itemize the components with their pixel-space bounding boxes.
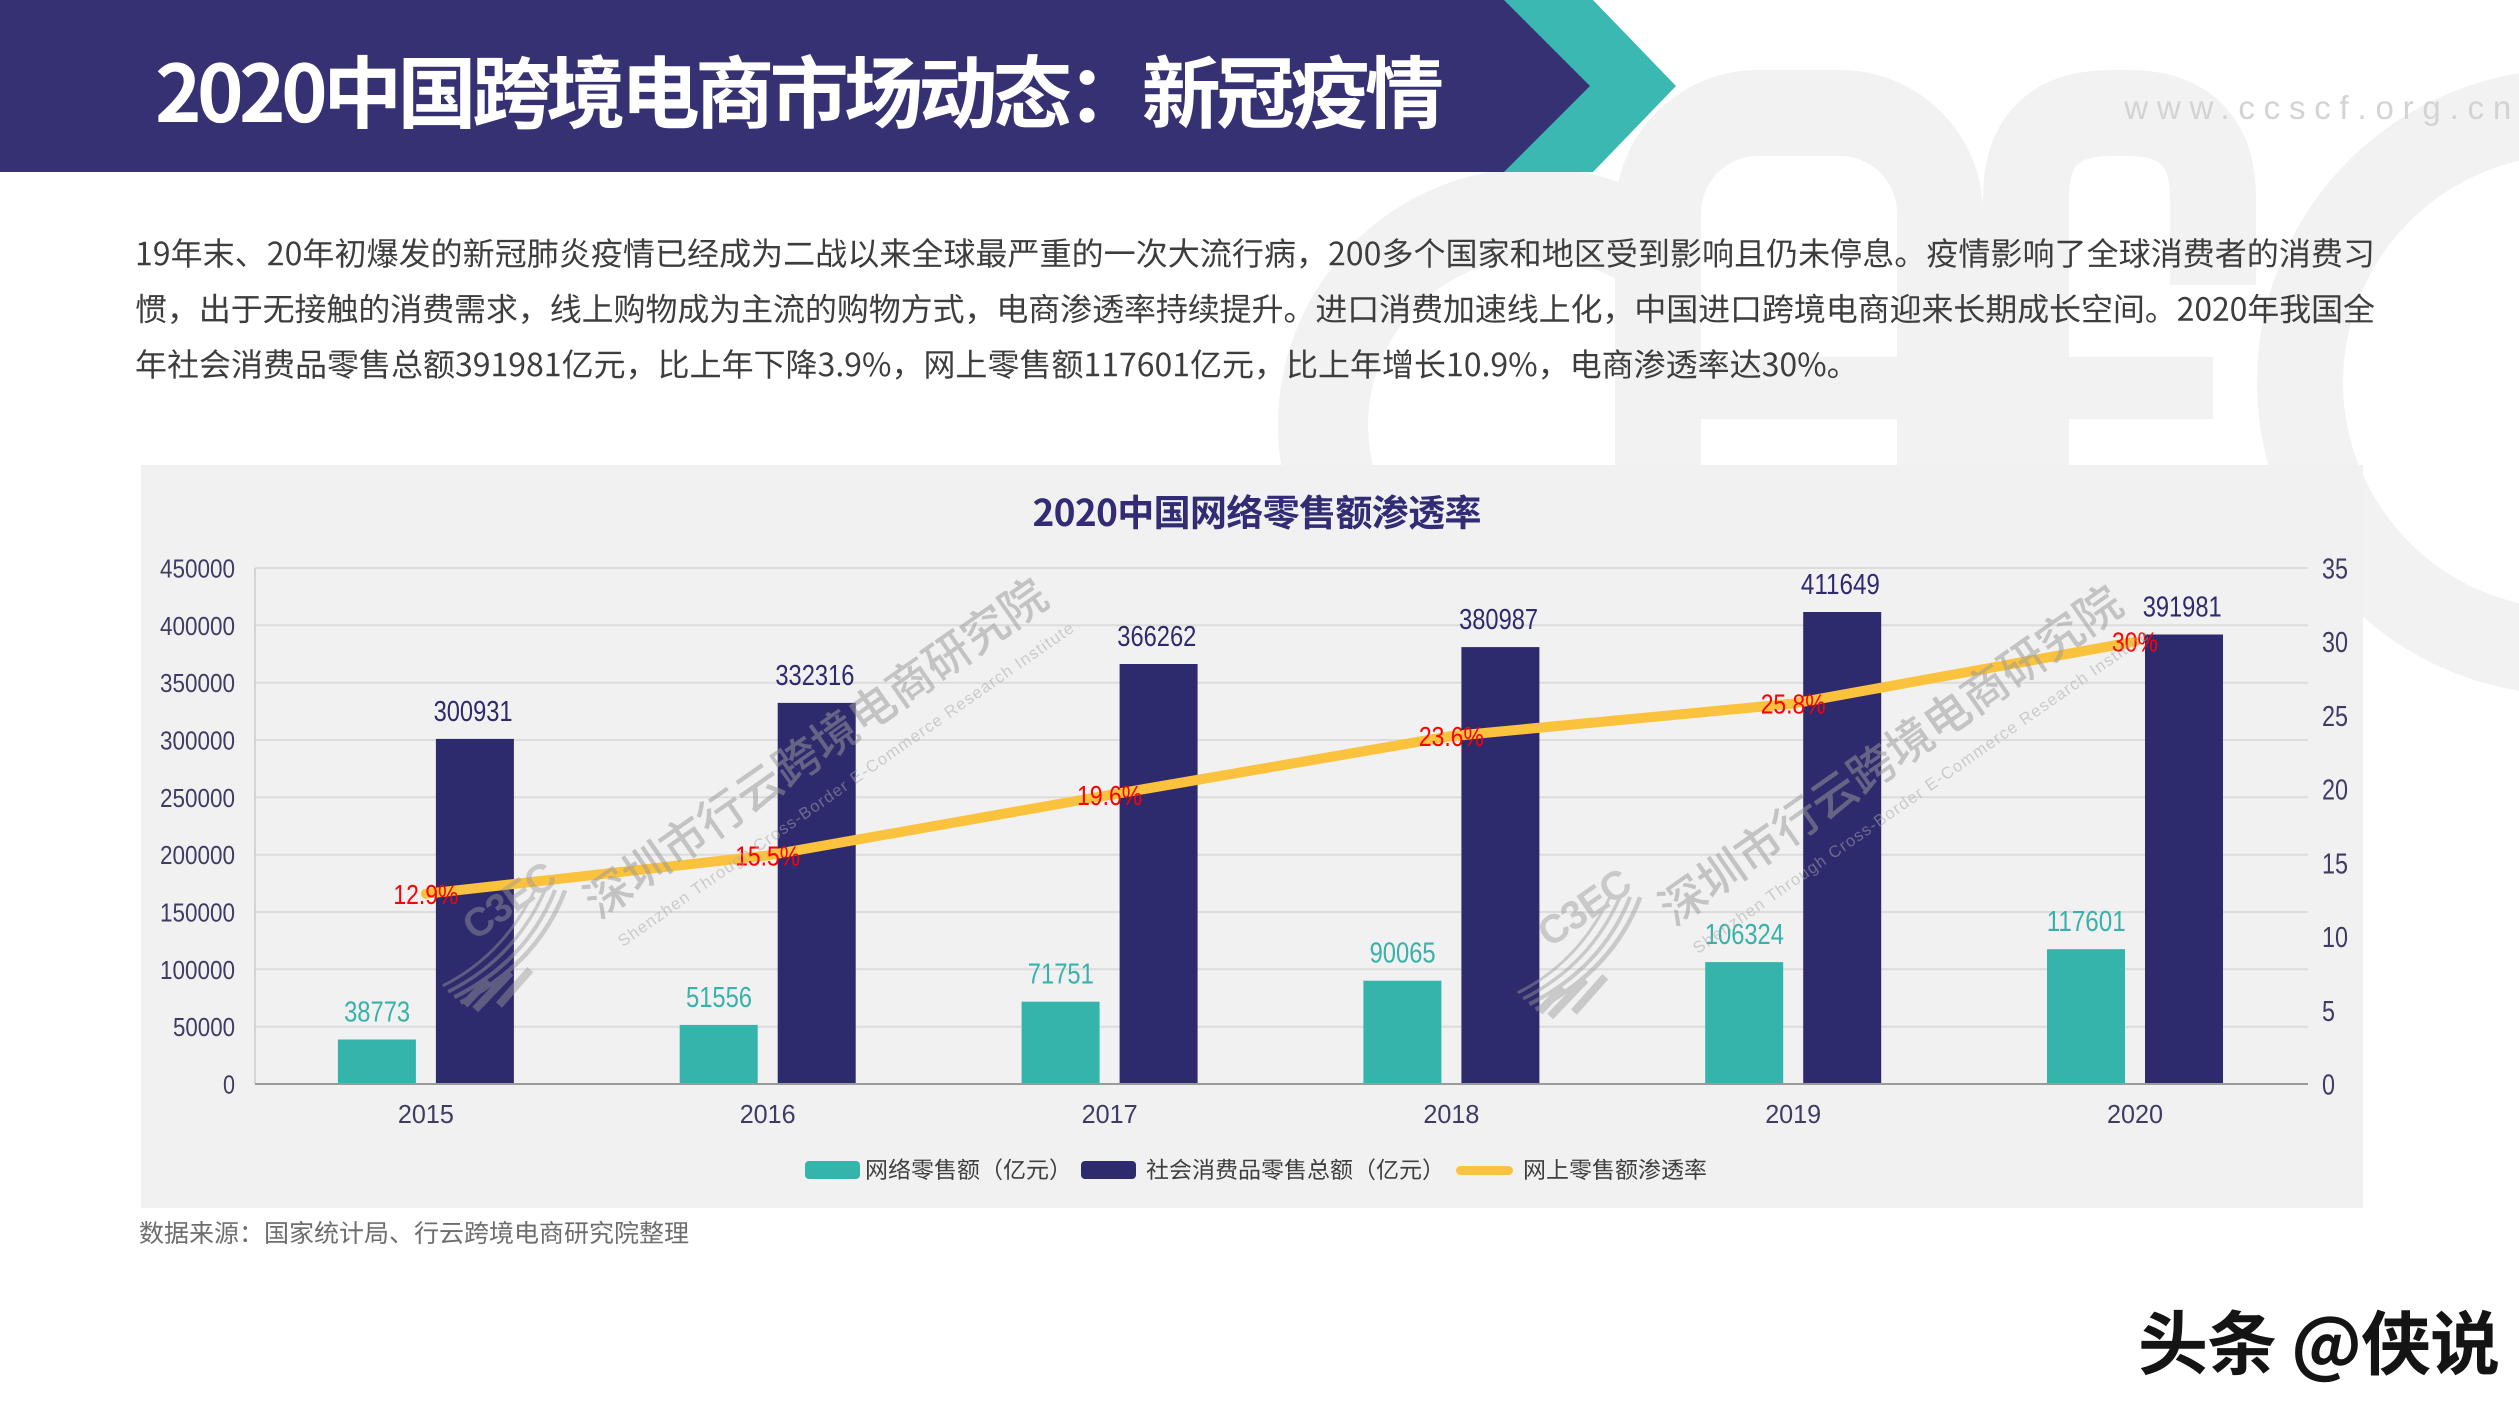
svg-text:300000: 300000 (160, 726, 235, 756)
svg-text:2018: 2018 (1423, 1099, 1479, 1129)
svg-text:250000: 250000 (160, 783, 235, 813)
svg-text:2015: 2015 (398, 1099, 454, 1129)
svg-text:0: 0 (2322, 1070, 2335, 1102)
svg-text:366262: 366262 (1117, 621, 1196, 653)
svg-text:25: 25 (2322, 701, 2348, 733)
svg-text:380987: 380987 (1459, 604, 1538, 636)
svg-text:15.5%: 15.5% (735, 841, 800, 872)
svg-text:10: 10 (2322, 922, 2348, 954)
svg-text:www.ccscf.org.cn: www.ccscf.org.cn (2123, 89, 2519, 126)
svg-text:5: 5 (2322, 996, 2335, 1028)
svg-text:391981: 391981 (2143, 592, 2222, 624)
svg-text:30%: 30% (2112, 627, 2158, 658)
svg-text:90065: 90065 (1370, 938, 1436, 970)
svg-text:2017: 2017 (1082, 1099, 1138, 1129)
svg-text:411649: 411649 (1801, 569, 1880, 601)
svg-text:300931: 300931 (434, 696, 513, 728)
svg-text:100000: 100000 (160, 955, 235, 985)
svg-text:117601: 117601 (2047, 906, 2126, 938)
svg-text:2016: 2016 (740, 1099, 796, 1129)
svg-text:71751: 71751 (1028, 959, 1094, 991)
svg-text:23.6%: 23.6% (1419, 721, 1484, 752)
svg-text:51556: 51556 (686, 982, 752, 1014)
svg-text:15: 15 (2322, 848, 2348, 880)
svg-text:38773: 38773 (344, 997, 410, 1029)
svg-text:400000: 400000 (160, 611, 235, 641)
svg-text:12.9%: 12.9% (393, 879, 458, 910)
svg-text:0: 0 (223, 1070, 235, 1100)
svg-text:35: 35 (2322, 554, 2348, 586)
svg-text:30: 30 (2322, 627, 2348, 659)
svg-text:332316: 332316 (775, 660, 854, 692)
svg-text:20: 20 (2322, 775, 2348, 807)
svg-text:350000: 350000 (160, 668, 235, 698)
svg-text:150000: 150000 (160, 898, 235, 928)
svg-text:450000: 450000 (160, 554, 235, 584)
svg-text:50000: 50000 (173, 1012, 235, 1042)
svg-text:2019: 2019 (1765, 1099, 1821, 1129)
svg-text:2020: 2020 (2107, 1099, 2163, 1129)
svg-text:19.6%: 19.6% (1077, 780, 1142, 811)
svg-text:200000: 200000 (160, 840, 235, 870)
svg-text:106324: 106324 (1705, 919, 1784, 951)
svg-text:25.8%: 25.8% (1761, 689, 1826, 720)
